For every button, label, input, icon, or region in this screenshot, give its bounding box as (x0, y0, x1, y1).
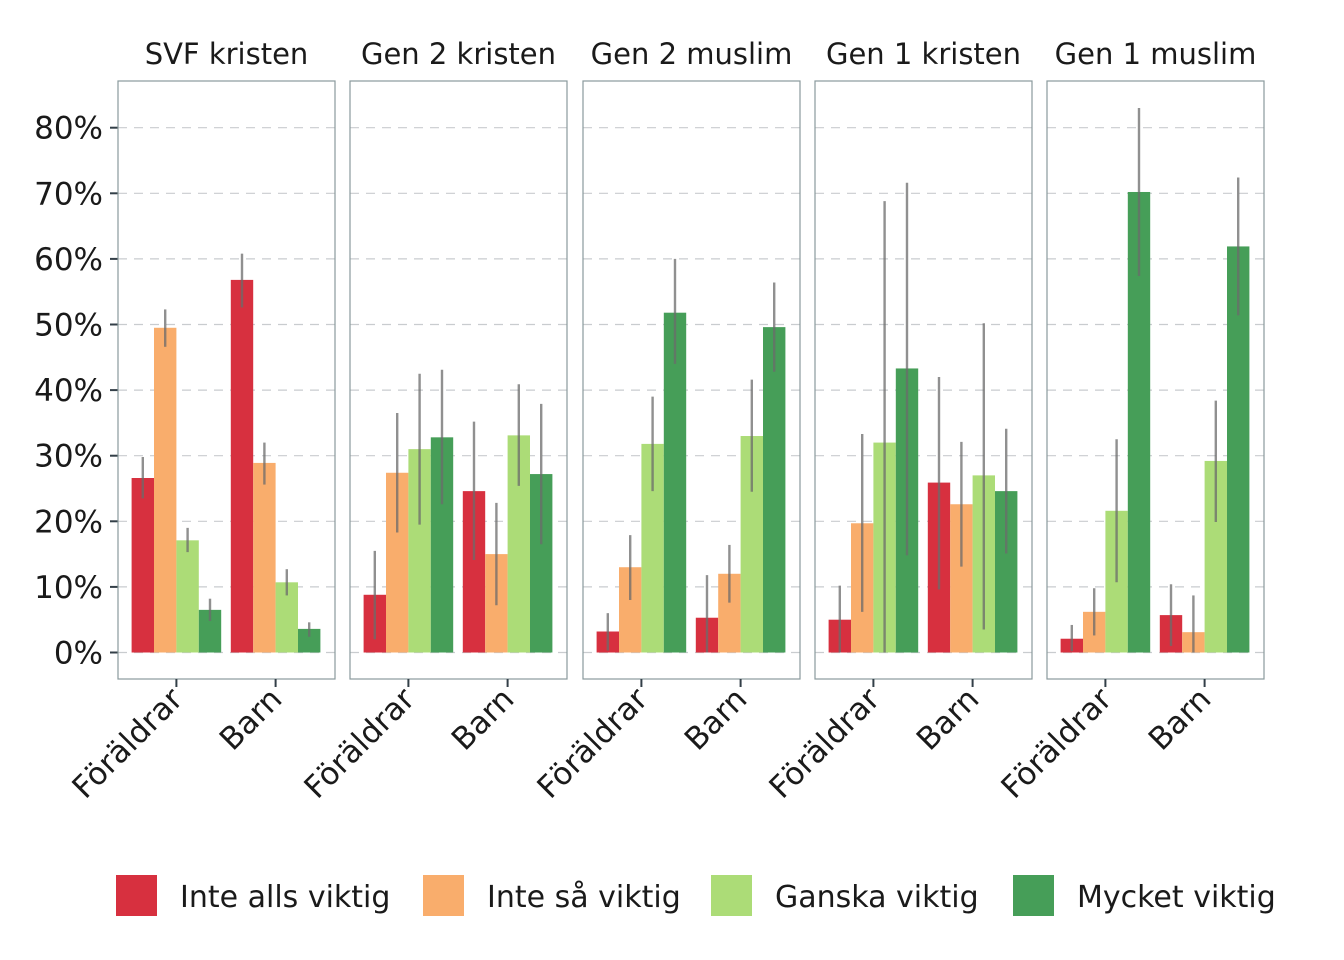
facet-title: Gen 2 kristen (361, 37, 556, 71)
bar-foraldrar-inte-sa-viktig (386, 472, 409, 653)
bar-foraldrar-ganska-viktig (641, 443, 664, 653)
bar-barn-ganska-viktig (740, 436, 763, 653)
bar-foraldrar-ganska-viktig (176, 540, 199, 653)
bar-barn-inte-alls-viktig (462, 491, 486, 653)
x-tick-label: Barn (445, 681, 521, 757)
bar-barn-inte-sa-viktig (718, 573, 741, 653)
bar-foraldrar-inte-sa-viktig (619, 567, 642, 653)
panel-gen-1-kristen: Gen 1 kristen Föräldrar Barn (762, 37, 1033, 806)
facet-title: Gen 1 muslim (1055, 37, 1257, 71)
panel-gen-2-muslim: Gen 2 muslim Föräldrar Barn (530, 37, 801, 806)
bar-barn-inte-alls-viktig (230, 279, 254, 653)
legend-label: Ganska viktig (775, 880, 979, 915)
x-tick-label: Barn (678, 681, 754, 757)
y-tick-label: 50% (34, 308, 103, 344)
panel-border (814, 80, 1033, 680)
legend-label: Inte så viktig (487, 880, 681, 915)
panel-gen-2-kristen: Gen 2 kristen Föräldrar Barn (297, 37, 568, 806)
panel-border (349, 80, 568, 680)
legend: Inte alls viktig Inte så viktig Ganska vik… (116, 875, 1276, 916)
x-tick-label: Föräldrar (762, 681, 887, 806)
bar-foraldrar-inte-sa-viktig (154, 327, 177, 653)
bar-barn-mycket-viktig (1227, 246, 1250, 653)
panel-gen-1-muslim: Gen 1 muslim Föräldrar Barn (994, 37, 1265, 806)
y-tick-label: 20% (34, 504, 103, 540)
bar-foraldrar-ganska-viktig (408, 449, 431, 653)
bar-barn-mycket-viktig (298, 628, 321, 653)
legend-label: Inte alls viktig (180, 880, 390, 915)
panel-svf-kristen: SVF kristen Föräldrar Barn (65, 37, 336, 806)
bar-foraldrar-inte-alls-viktig (131, 478, 154, 653)
x-tick-label: Barn (213, 681, 289, 757)
bar-barn-ganska-viktig (1204, 460, 1227, 653)
y-tick-label: 40% (34, 373, 103, 409)
x-tick-label: Barn (1142, 681, 1218, 757)
bar-barn-ganska-viktig (275, 582, 298, 653)
bar-barn-inte-sa-viktig (253, 462, 276, 653)
bar-barn-ganska-viktig (507, 435, 530, 653)
legend-swatch-inte-alls-viktig (116, 875, 157, 916)
bar-foraldrar-mycket-viktig (198, 609, 222, 653)
bar-foraldrar-mycket-viktig (430, 437, 454, 653)
y-tick-label: 70% (34, 176, 103, 212)
y-tick-label: 80% (34, 111, 103, 147)
y-tick-label: 0% (54, 636, 103, 672)
bar-barn-mycket-viktig (530, 474, 553, 653)
facet-title: Gen 2 muslim (591, 37, 793, 71)
x-tick-label: Barn (910, 681, 986, 757)
x-tick-label: Föräldrar (530, 681, 655, 806)
facet-title: SVF kristen (145, 37, 309, 71)
bar-barn-mycket-viktig (995, 491, 1018, 653)
legend-swatch-inte-sa-viktig (423, 875, 464, 916)
bar-foraldrar-mycket-viktig (663, 312, 687, 653)
legend-swatch-ganska-viktig (711, 875, 752, 916)
y-tick-label: 10% (34, 570, 103, 606)
panel-border (582, 80, 801, 680)
bar-barn-inte-sa-viktig (950, 504, 973, 653)
facet-title: Gen 1 kristen (826, 37, 1021, 71)
y-tick-label: 30% (34, 439, 103, 475)
legend-swatch-mycket-viktig (1013, 875, 1054, 916)
x-tick-label: Föräldrar (65, 681, 190, 806)
y-tick-label: 60% (34, 242, 103, 278)
bar-foraldrar-mycket-viktig (1127, 191, 1151, 653)
bar-barn-mycket-viktig (763, 327, 786, 653)
x-tick-label: Föräldrar (297, 681, 422, 806)
legend-label: Mycket viktig (1077, 880, 1276, 915)
x-tick-label: Föräldrar (994, 681, 1119, 806)
panel-border (1046, 80, 1265, 680)
panel-border (117, 80, 336, 680)
